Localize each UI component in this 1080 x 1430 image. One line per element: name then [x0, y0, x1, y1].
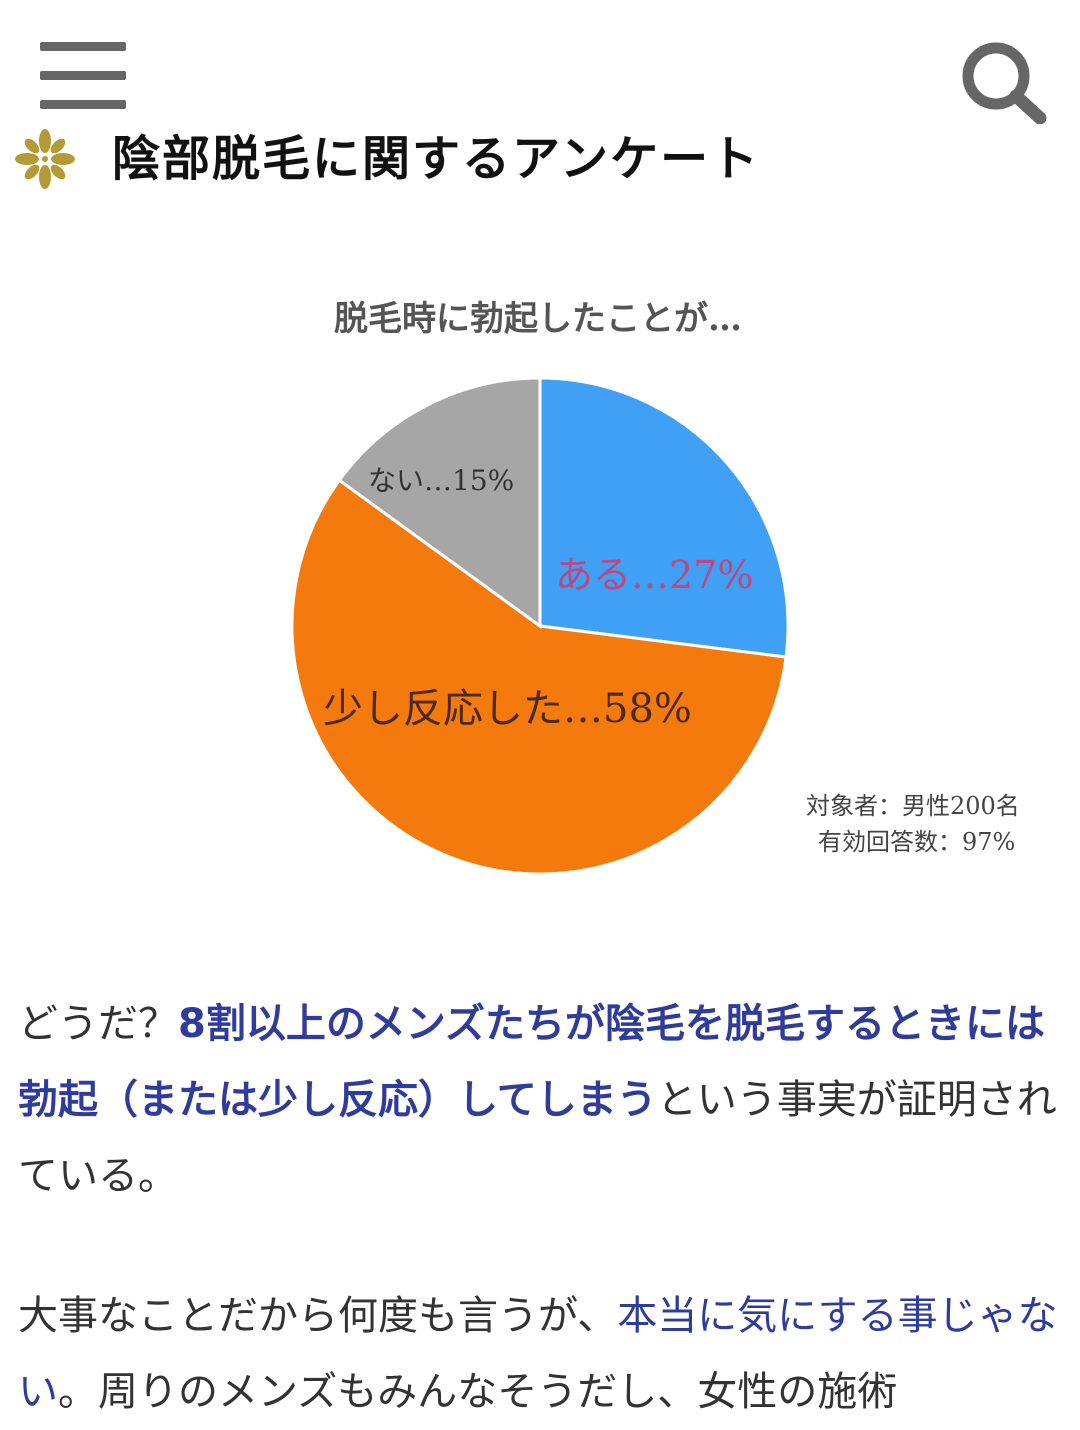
slice-aru [538, 376, 790, 659]
body-paragraph-2: 大事なことだから何度も言うが、本当に気にする事じゃない。周りのメンズもみんなそう… [18, 1278, 1066, 1430]
body-paragraph-1: どうだ？8割以上のメンズたちが陰毛を脱毛するときには勃起（または少し反応）してし… [18, 986, 1066, 1214]
hamburger-menu-icon[interactable] [40, 42, 126, 110]
pie-slices [290, 376, 790, 876]
paragraph-text: 大事なことだから何度も言うが、 [18, 1293, 618, 1339]
gold-flower-ornament-icon [15, 129, 75, 189]
highlight-text: 8割以上のメンズたちが陰毛を脱毛するときには勃起（または少し反応）してしまう [18, 1001, 1046, 1123]
slice-label-sukoshi: 少し反応した…58% [323, 686, 692, 732]
slice-sukoshi [290, 478, 788, 876]
slice-nai [337, 376, 542, 629]
slice-label-aru: ある…27% [555, 553, 753, 597]
paragraph-text: という事実が証明されている。 [18, 1077, 1057, 1199]
valid-response-note: 有効回答数：97% [818, 828, 1015, 856]
pie-chart: 脱毛時に勃起したことが… ある…27% 少し反応した…58% ない…15% 対象… [290, 299, 1020, 876]
chart-title: 脱毛時に勃起したことが… [334, 299, 742, 339]
search-icon[interactable] [958, 38, 1050, 124]
section-heading: 陰部脱毛に関するアンケート [14, 124, 1074, 194]
survey-target-note: 対象者：男性200名 [806, 792, 1020, 820]
slice-label-nai: ない…15% [368, 464, 514, 497]
top-bar [0, 0, 1080, 124]
page-title: 陰部脱毛に関するアンケート [112, 131, 761, 187]
survey-chart: 脱毛時に勃起したことが… ある…27% 少し反応した…58% ない…15% 対象… [18, 258, 1062, 888]
paragraph-text: 。周りのメンズもみんなそうだし、女性の施術 [58, 1369, 898, 1415]
paragraph-text: どうだ？ [18, 1001, 178, 1047]
